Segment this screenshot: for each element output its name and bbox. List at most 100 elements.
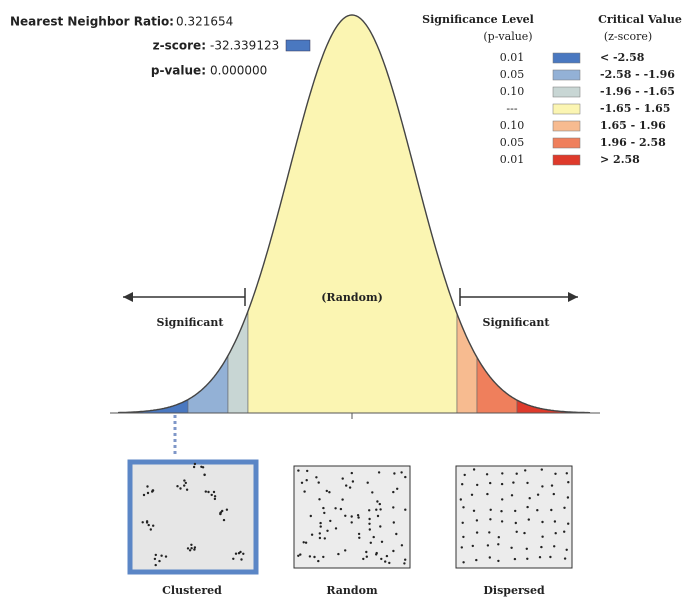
point (154, 558, 156, 560)
point (541, 521, 543, 523)
point (377, 515, 379, 517)
legend-swatch (553, 121, 580, 131)
point (367, 482, 369, 484)
legend-swatch (553, 155, 580, 165)
point (203, 474, 205, 476)
point (378, 471, 380, 473)
point (392, 491, 394, 493)
point (489, 556, 491, 558)
point (223, 519, 225, 521)
legend-p-subtitle: (p-value) (483, 30, 532, 43)
point (393, 472, 395, 474)
point (328, 491, 330, 493)
point (207, 491, 209, 493)
legend-z: -2.58 - -1.96 (600, 68, 675, 81)
legend-p: 0.10 (500, 85, 525, 98)
point (349, 486, 351, 488)
point (366, 556, 368, 558)
point (319, 537, 321, 539)
point (510, 547, 512, 549)
point (146, 485, 148, 487)
point (369, 528, 371, 530)
point (232, 558, 234, 560)
point (340, 508, 342, 510)
point (226, 509, 228, 511)
dispersed-box (456, 466, 572, 568)
legend-z: 1.65 - 1.96 (600, 119, 666, 132)
point (151, 490, 153, 492)
point (337, 553, 339, 555)
point (376, 500, 378, 502)
point (554, 520, 556, 522)
point (563, 531, 565, 533)
point (322, 507, 324, 509)
point (555, 532, 557, 534)
point (183, 479, 185, 481)
point (526, 548, 528, 550)
point (303, 490, 305, 492)
z-swatch (286, 40, 310, 51)
point (393, 521, 395, 523)
point (329, 520, 331, 522)
legend-p: 0.01 (500, 153, 525, 166)
point (313, 556, 315, 558)
point (462, 536, 464, 538)
legend-z: < -2.58 (600, 51, 645, 64)
point (404, 559, 406, 561)
point (488, 531, 490, 533)
point (516, 473, 518, 475)
point (401, 544, 403, 546)
point (500, 510, 502, 512)
clustered-box (130, 462, 256, 572)
legend-swatch (553, 138, 580, 148)
point (189, 549, 191, 551)
legend-swatch (553, 104, 580, 114)
point (476, 484, 478, 486)
point (384, 560, 386, 562)
point (528, 518, 530, 520)
point (341, 498, 343, 500)
point (514, 510, 516, 512)
point (303, 541, 305, 543)
point (471, 494, 473, 496)
z-label: z-score: (153, 39, 206, 53)
arrow-head (568, 292, 578, 302)
point (326, 530, 328, 532)
point (319, 532, 321, 534)
point (320, 525, 322, 527)
p-value: 0.000000 (210, 64, 267, 78)
point (473, 510, 475, 512)
point (462, 561, 464, 563)
point (379, 508, 381, 510)
point (370, 542, 372, 544)
point (567, 481, 569, 483)
point (342, 477, 344, 479)
point (357, 516, 359, 518)
point (490, 509, 492, 511)
point (464, 474, 466, 476)
p-label: p-value: (151, 64, 206, 78)
point (567, 523, 569, 525)
point (486, 493, 488, 495)
point (516, 531, 518, 533)
point (311, 534, 313, 536)
point (147, 492, 149, 494)
point (486, 473, 488, 475)
point (529, 497, 531, 499)
point (142, 521, 144, 523)
point (376, 552, 378, 554)
point (379, 503, 381, 505)
point (501, 472, 503, 474)
point (344, 515, 346, 517)
point (368, 509, 370, 511)
point (550, 509, 552, 511)
point (176, 485, 178, 487)
point (472, 545, 474, 547)
center-label: (Random) (321, 291, 383, 304)
point (335, 527, 337, 529)
point (524, 469, 526, 471)
point (563, 507, 565, 509)
point (297, 555, 299, 557)
right-label: Significant (483, 316, 551, 329)
point (375, 509, 377, 511)
